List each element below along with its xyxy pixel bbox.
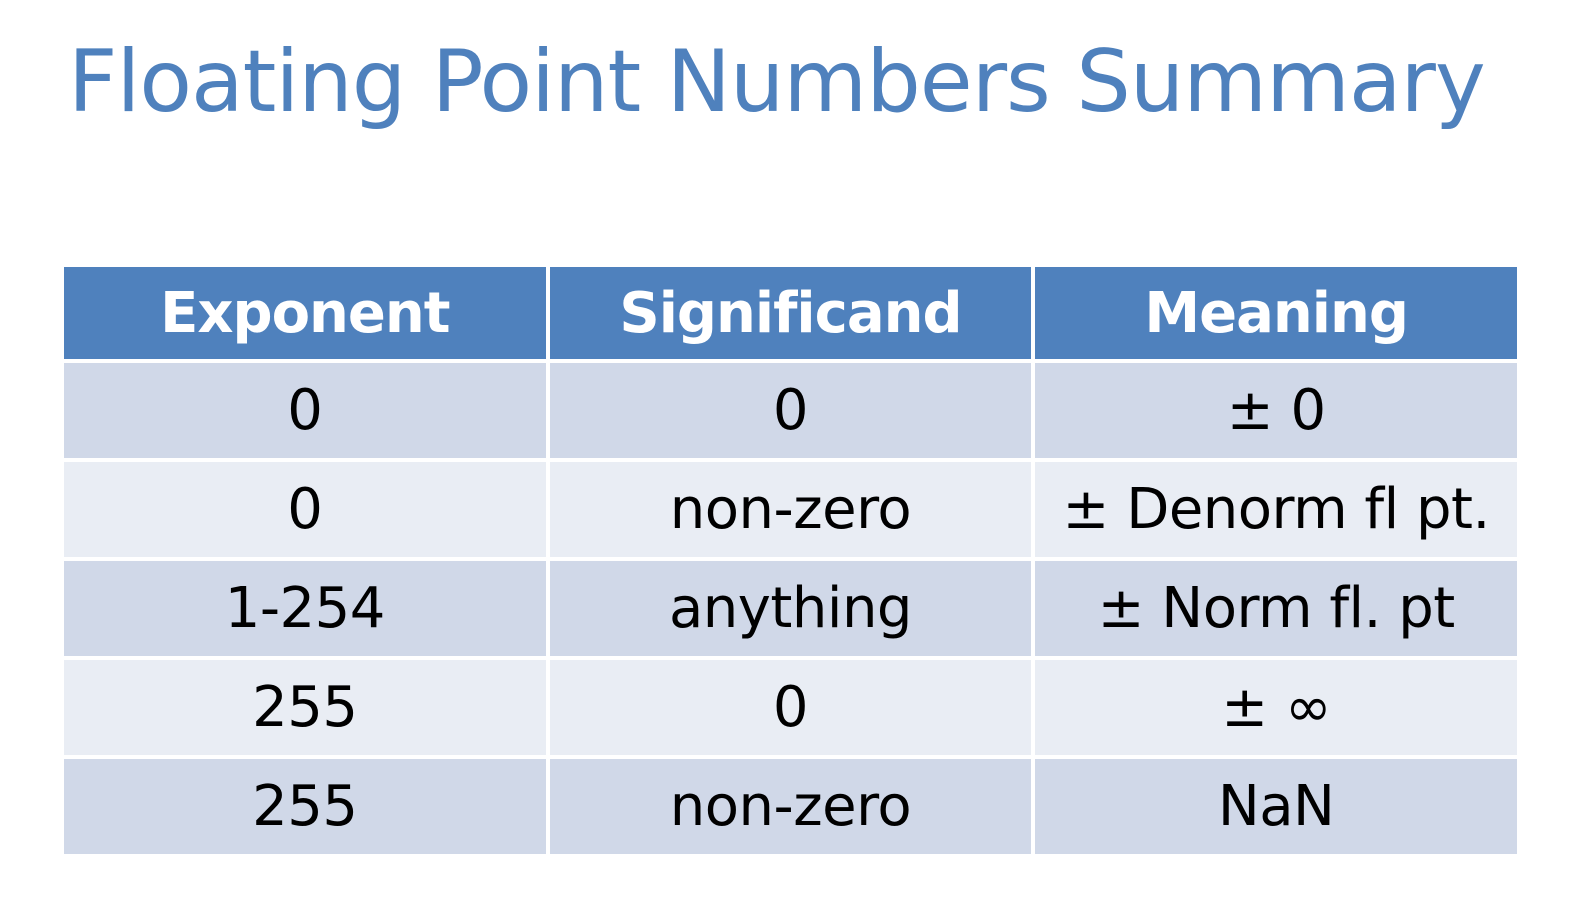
table-row: 0 0 ± 0 — [64, 363, 1517, 458]
cell-meaning: ± Norm fl. pt — [1035, 561, 1517, 656]
cell-exponent: 255 — [64, 759, 546, 854]
cell-meaning: ± ∞ — [1035, 660, 1517, 755]
slide-title: Floating Point Numbers Summary — [68, 32, 1486, 132]
table-row: 0 non-zero ± Denorm fl pt. — [64, 462, 1517, 557]
table-row: 255 0 ± ∞ — [64, 660, 1517, 755]
cell-exponent: 0 — [64, 363, 546, 458]
cell-exponent: 1-254 — [64, 561, 546, 656]
cell-significand: non-zero — [549, 759, 1032, 854]
cell-significand: 0 — [549, 660, 1032, 755]
cell-significand: 0 — [549, 363, 1032, 458]
table-row: 255 non-zero NaN — [64, 759, 1517, 854]
cell-exponent: 0 — [64, 462, 546, 557]
header-exponent: Exponent — [64, 267, 546, 359]
cell-significand: anything — [549, 561, 1032, 656]
cell-meaning: NaN — [1035, 759, 1517, 854]
summary-table: Exponent Significand Meaning 0 0 ± 0 0 n… — [60, 263, 1521, 858]
cell-meaning: ± Denorm fl pt. — [1035, 462, 1517, 557]
cell-meaning: ± 0 — [1035, 363, 1517, 458]
table-row: 1-254 anything ± Norm fl. pt — [64, 561, 1517, 656]
header-row: Exponent Significand Meaning — [64, 267, 1517, 359]
cell-significand: non-zero — [549, 462, 1032, 557]
header-significand: Significand — [549, 267, 1032, 359]
cell-exponent: 255 — [64, 660, 546, 755]
header-meaning: Meaning — [1035, 267, 1517, 359]
